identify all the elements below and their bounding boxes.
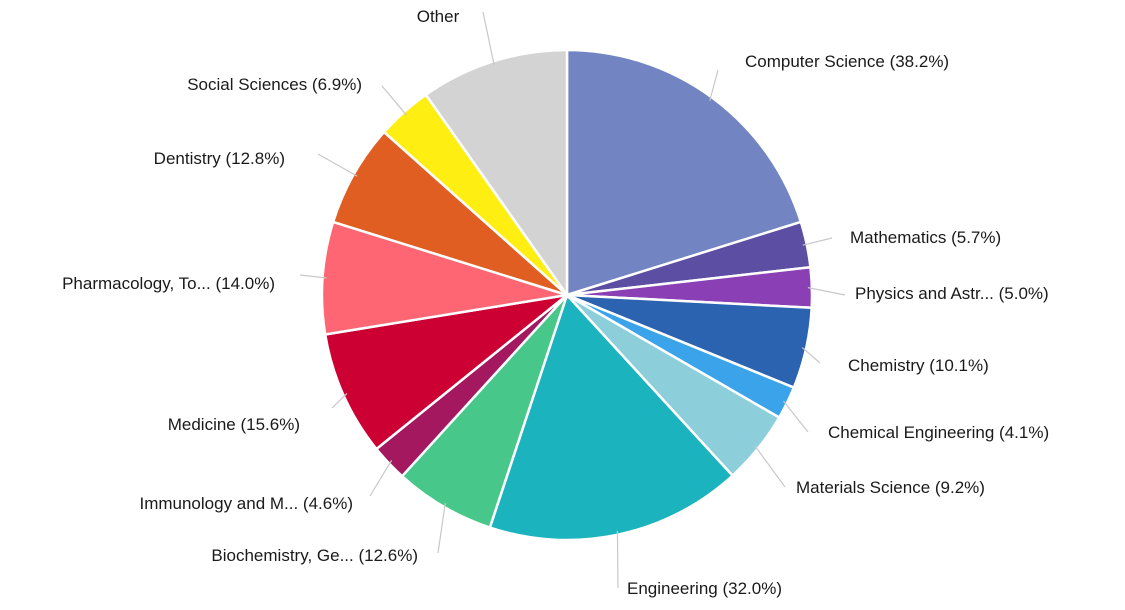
- slice-label-4: Chemical Engineering (4.1%): [828, 423, 1049, 442]
- leader-line-1: [802, 237, 833, 246]
- slice-label-12: Social Sciences (6.9%): [187, 75, 362, 94]
- pie-slice-9: [323, 293, 572, 451]
- leader-line-3: [801, 347, 821, 364]
- leader-lines: [299, 11, 846, 589]
- pie-slice-0: [565, 48, 803, 297]
- leader-line-12: [381, 85, 408, 116]
- slice-label-1: Mathematics (5.7%): [850, 228, 1001, 247]
- slice-label-7: Biochemistry, Ge... (12.6%): [211, 546, 418, 565]
- slice-label-9: Medicine (15.6%): [168, 415, 300, 434]
- leader-line-4: [782, 400, 809, 433]
- slice-label-5: Materials Science (9.2%): [796, 478, 985, 497]
- pie-slice-6: [488, 292, 735, 542]
- slice-label-10: Pharmacology, To... (14.0%): [62, 274, 275, 293]
- slice-labels: Computer Science (38.2%) Mathematics (5.7…: [62, 7, 1049, 598]
- leader-line-2: [807, 287, 846, 296]
- leader-line-9: [331, 392, 348, 409]
- slice-label-13: Other: [417, 7, 460, 26]
- pie-slices: [320, 48, 814, 542]
- leader-line-6: [616, 530, 619, 589]
- leader-line-11: [317, 153, 358, 177]
- slice-label-11: Dentistry (12.8%): [154, 149, 285, 168]
- slice-label-8: Immunology and M... (4.6%): [139, 494, 353, 513]
- slice-label-0: Computer Science (38.2%): [745, 52, 949, 71]
- leader-line-10: [299, 274, 327, 279]
- leader-line-5: [754, 445, 786, 488]
- slice-label-6: Engineering (32.0%): [627, 579, 782, 598]
- slice-label-3: Chemistry (10.1%): [848, 356, 989, 375]
- leader-line-8: [369, 460, 393, 497]
- leader-line-13: [482, 11, 495, 66]
- leader-line-7: [437, 502, 446, 554]
- leader-line-0: [709, 69, 719, 101]
- slice-label-2: Physics and Astr... (5.0%): [855, 284, 1049, 303]
